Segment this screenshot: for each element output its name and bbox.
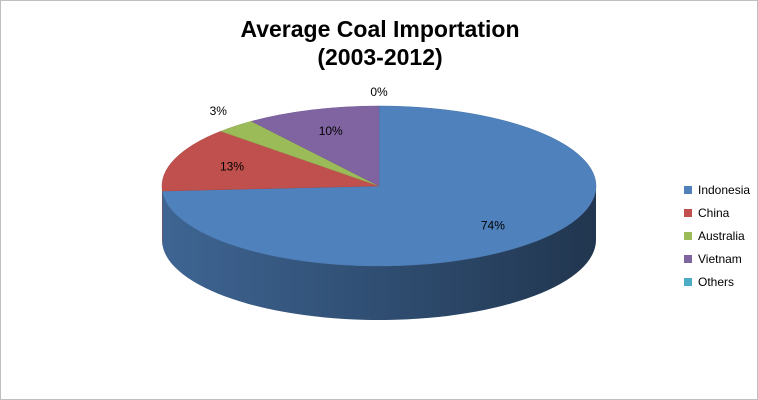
chart-title-block: Average Coal Importation (2003-2012) bbox=[1, 15, 758, 71]
chart-subtitle: (2003-2012) bbox=[317, 44, 443, 70]
pie-data-labels: 74% 13% 3% 10% 0% bbox=[210, 85, 506, 232]
legend-label: China bbox=[698, 205, 730, 220]
chart-legend: Indonesia China Australia Vietnam Others bbox=[684, 178, 750, 293]
legend-label: Indonesia bbox=[698, 182, 751, 197]
data-label-indonesia: 74% bbox=[481, 218, 505, 232]
legend-item-vietnam: Vietnam bbox=[684, 247, 750, 270]
data-label-australia: 3% bbox=[210, 104, 228, 118]
legend-swatch bbox=[684, 254, 692, 263]
data-label-china: 13% bbox=[220, 159, 244, 173]
legend-item-australia: Australia bbox=[684, 224, 750, 247]
legend-item-others: Others bbox=[684, 270, 750, 293]
legend-swatch bbox=[684, 208, 692, 217]
data-label-others: 0% bbox=[370, 85, 388, 99]
legend-swatch bbox=[684, 231, 692, 240]
legend-item-indonesia: Indonesia bbox=[684, 178, 750, 201]
pie-top-faces bbox=[161, 105, 597, 267]
pie-slice-vietnam bbox=[250, 105, 380, 187]
legend-label: Australia bbox=[698, 228, 745, 243]
pie-side-indonesia bbox=[162, 186, 596, 321]
legend-label: Vietnam bbox=[698, 251, 742, 266]
legend-label: Others bbox=[698, 274, 735, 289]
legend-swatch bbox=[684, 277, 692, 286]
legend-item-china: China bbox=[684, 201, 750, 224]
data-label-vietnam: 10% bbox=[319, 124, 343, 138]
chart-title: Average Coal Importation bbox=[240, 16, 520, 42]
pie-slice-china bbox=[161, 130, 380, 192]
legend-swatch bbox=[684, 185, 692, 194]
pie-side-walls bbox=[162, 186, 596, 321]
